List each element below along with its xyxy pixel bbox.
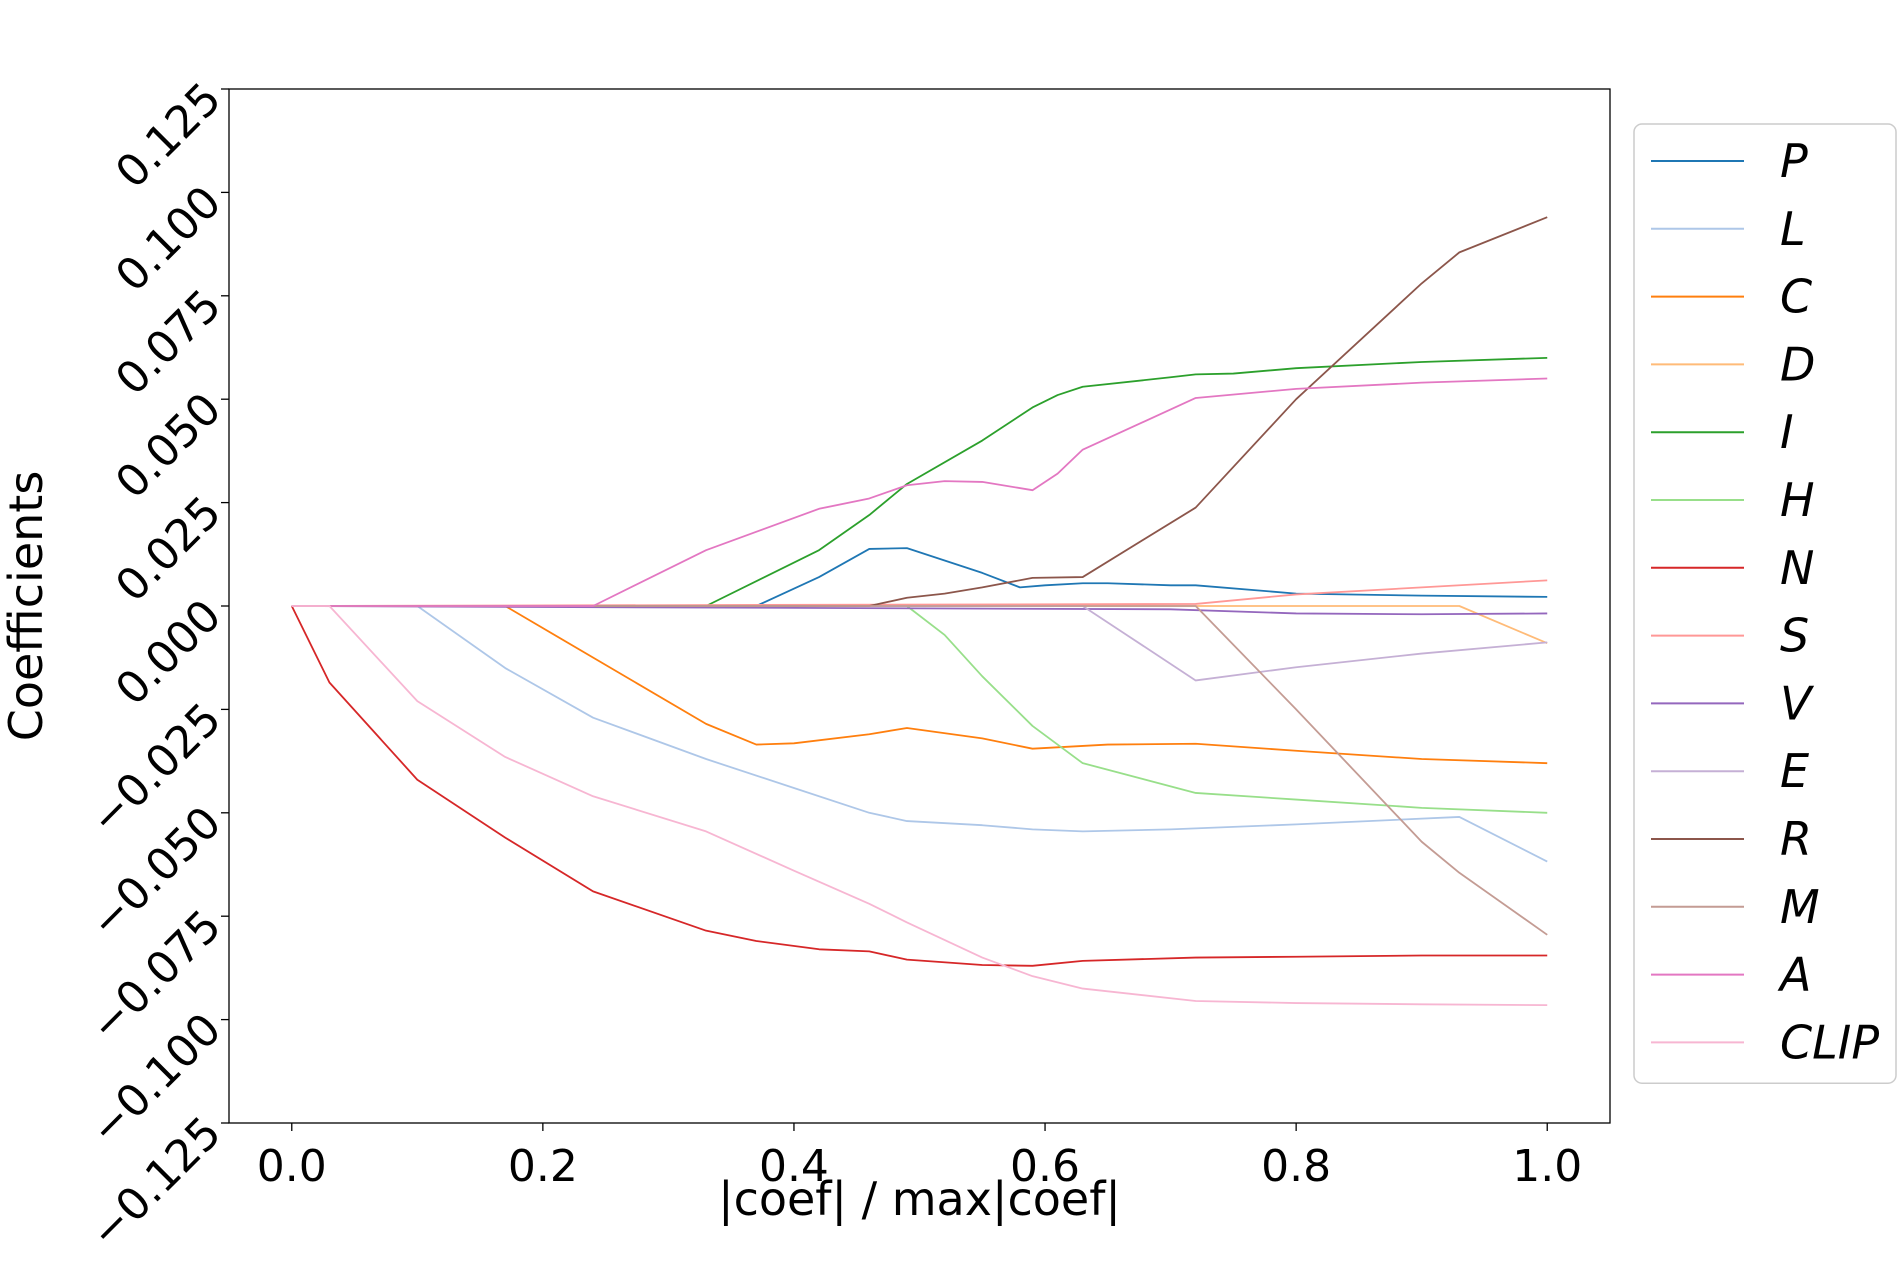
series-line-a: [291, 377, 1548, 607]
series-line-m: [291, 605, 1548, 936]
legend-label-e: E: [1780, 744, 1809, 798]
x-tick-label: 1.0: [1512, 1141, 1582, 1192]
series-line-p: [291, 547, 1548, 607]
legend-label-c: C: [1780, 270, 1812, 324]
legend-label-l: L: [1780, 202, 1806, 256]
legend-label-v: V: [1780, 676, 1815, 730]
legend-label-m: M: [1780, 880, 1820, 934]
legend-label-d: D: [1780, 337, 1815, 391]
series-line-s: [291, 579, 1548, 607]
series-line-i: [291, 356, 1548, 607]
x-tick-label: 0.2: [508, 1141, 578, 1192]
series-lines: [290, 216, 1548, 1007]
series-line-l: [291, 605, 1548, 863]
legend-label-p: P: [1780, 134, 1808, 188]
legend-label-clip: CLIP: [1780, 1015, 1879, 1069]
x-tick-label: 0.6: [1010, 1141, 1080, 1192]
x-tick-label: 0.0: [257, 1141, 327, 1192]
x-axis-label: |coef| / max|coef|: [718, 1172, 1121, 1227]
x-tick-label: 0.4: [759, 1141, 829, 1192]
legend-label-r: R: [1780, 812, 1812, 866]
series-line-r: [291, 216, 1548, 607]
legend-label-s: S: [1780, 609, 1809, 663]
legend-box: [1633, 123, 1897, 1084]
x-tick-label: 0.8: [1261, 1141, 1331, 1192]
legend-label-a: A: [1777, 948, 1811, 1002]
legend-label-h: H: [1780, 473, 1815, 527]
series-line-c: [291, 605, 1548, 765]
series-line-h: [291, 605, 1548, 814]
x-axis: 0.0 0.2 0.4 0.6 0.8 1.0: [257, 1123, 1582, 1192]
legend-label-i: I: [1780, 405, 1794, 459]
legend-label-n: N: [1780, 541, 1814, 595]
series-line-clip: [291, 605, 1548, 1007]
series-line-v: [291, 605, 1548, 616]
series-line-n: [290, 605, 1548, 967]
y-axis-label: Coefficients: [0, 471, 53, 742]
